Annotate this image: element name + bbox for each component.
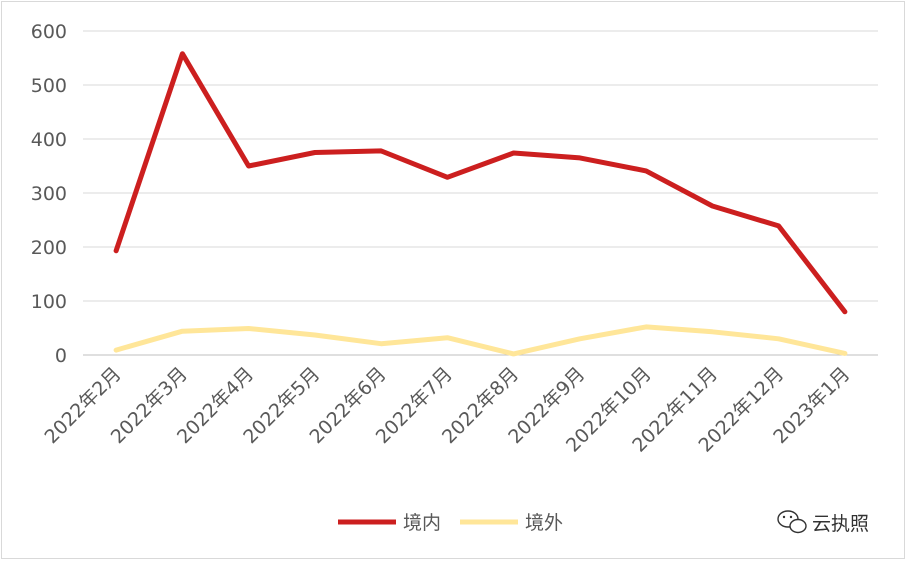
grid-lines bbox=[83, 30, 878, 356]
series-line-0 bbox=[113, 51, 848, 315]
legend-item-1: 境外 bbox=[460, 512, 563, 534]
y-tick-label: 500 bbox=[31, 75, 67, 97]
wechat-icon bbox=[777, 510, 807, 534]
y-tick-label: 600 bbox=[31, 21, 67, 43]
y-axis-ticks: 0 100 200 300 400 500 600 bbox=[31, 21, 67, 367]
watermark: 云执照 bbox=[777, 510, 869, 535]
watermark-label: 云执照 bbox=[812, 513, 869, 535]
series-lines bbox=[113, 51, 848, 357]
y-tick-label: 100 bbox=[31, 291, 67, 313]
y-tick-label: 200 bbox=[31, 237, 67, 259]
series-line-1 bbox=[113, 324, 848, 357]
legend-label-1: 境外 bbox=[525, 512, 563, 534]
y-tick-label: 400 bbox=[31, 129, 67, 151]
y-tick-label: 300 bbox=[31, 183, 67, 205]
legend: 境内 境外 bbox=[338, 512, 563, 534]
y-tick-label: 0 bbox=[55, 345, 67, 367]
x-axis-ticks: 2022年2月2022年3月2022年4月2022年5月2022年6月2022年… bbox=[40, 363, 854, 457]
legend-item-0: 境内 bbox=[338, 512, 441, 534]
legend-label-0: 境内 bbox=[403, 512, 441, 534]
